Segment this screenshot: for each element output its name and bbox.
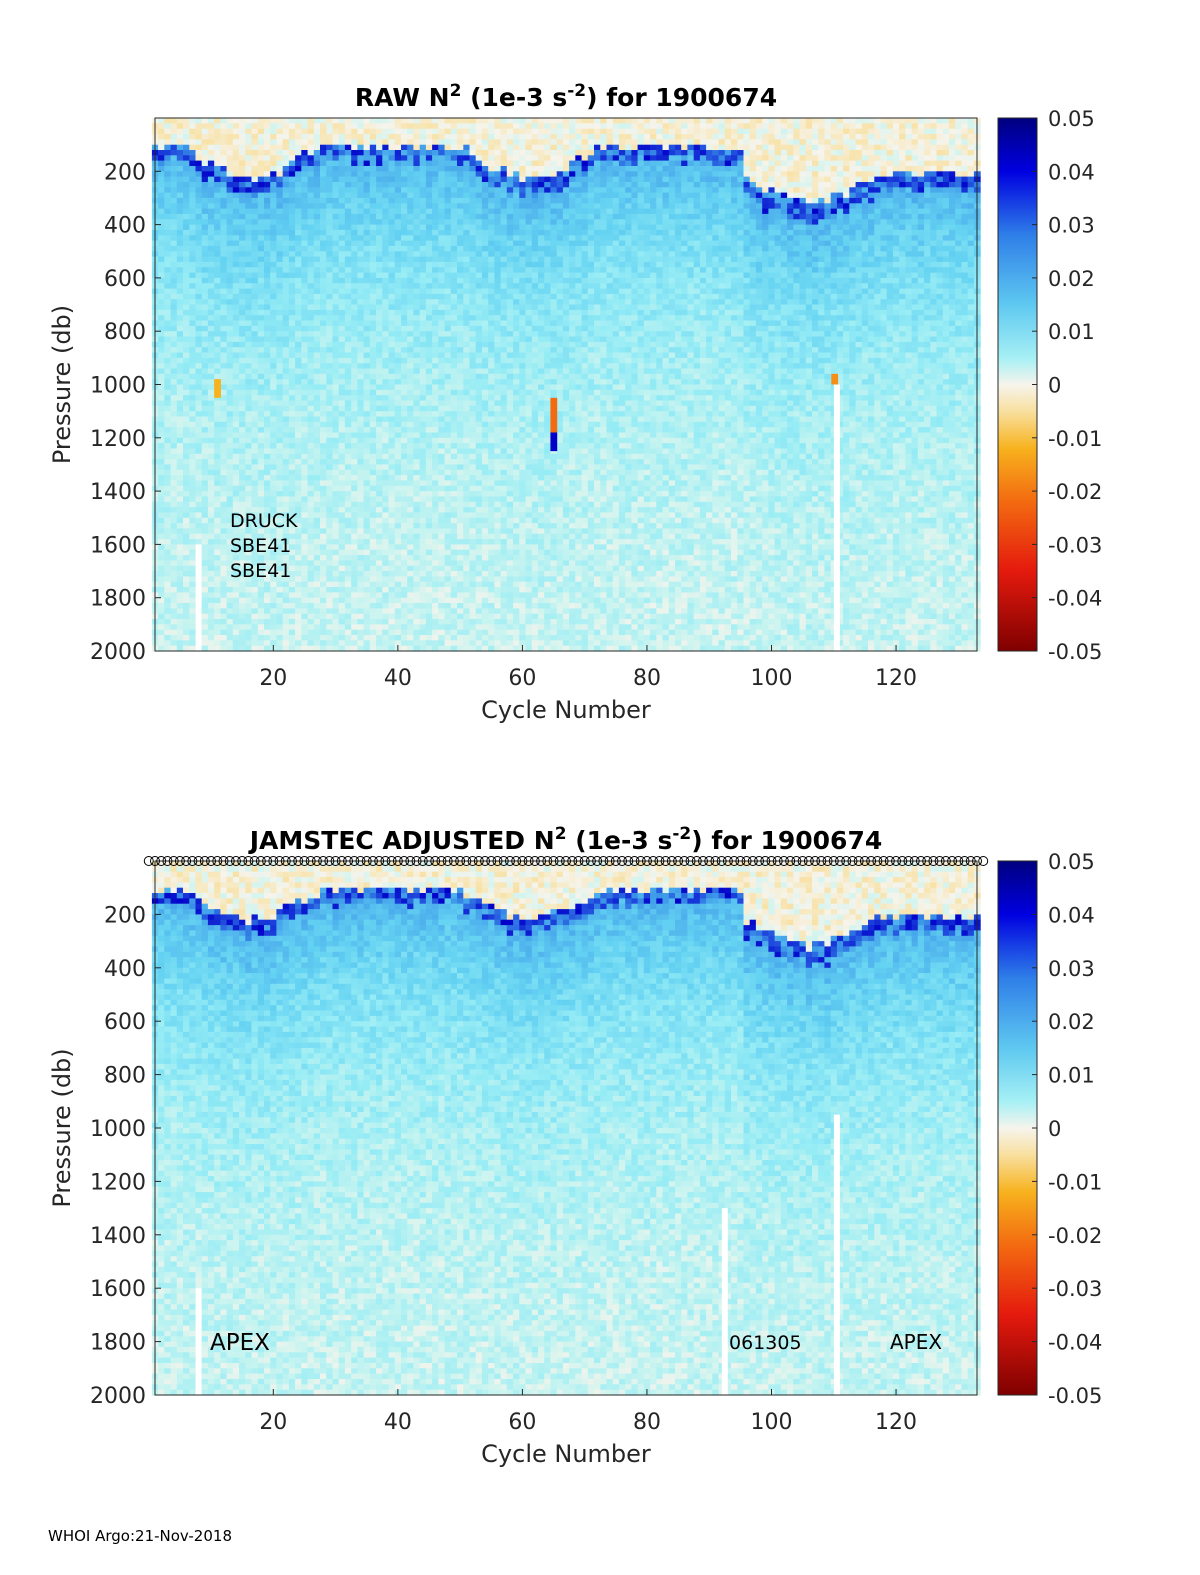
y-tick-label: 1000	[90, 1117, 146, 1142]
y-tick-label: 400	[104, 957, 146, 982]
x-tick-label: 120	[875, 1410, 917, 1435]
colorbar-tick-label: -0.01	[1048, 427, 1102, 451]
data-gap	[834, 1115, 840, 1395]
y-tick-label: 1800	[90, 1331, 146, 1356]
y-tick-label: 200	[104, 160, 146, 185]
y-tick-label: 800	[104, 320, 146, 345]
x-tick-label: 40	[384, 1410, 412, 1435]
y-tick-label: 600	[104, 1010, 146, 1035]
colorbar-tick-label: 0.05	[1048, 850, 1095, 874]
colorbar-tick-label: 0.01	[1048, 1064, 1095, 1088]
colorbar-tick-label: 0	[1048, 374, 1061, 398]
x-tick-label: 100	[751, 666, 793, 691]
float-annotation: APEX	[210, 1330, 270, 1356]
x-tick-label: 80	[633, 1410, 661, 1435]
colorbar-tick-label: 0.05	[1048, 107, 1095, 131]
y-tick-label: 1600	[90, 533, 146, 558]
heatmap-cells	[152, 861, 981, 1396]
x-tick-label: 120	[875, 666, 917, 691]
colorbar: 0.05 0.04 0.03 0.02 0.01 0 -0.01 -0.02 -0.03 -0.0…	[998, 850, 1102, 1408]
colorbar-tick-label: 0.04	[1048, 903, 1095, 927]
colorbar-tick-label: 0.02	[1048, 1010, 1095, 1034]
data-gap	[196, 1288, 202, 1395]
colorbar-gradient	[998, 118, 1037, 651]
colorbar-tick-label: -0.01	[1048, 1170, 1102, 1194]
colorbar-gradient	[998, 861, 1037, 1395]
x-axis-label: Cycle Number	[481, 696, 651, 724]
y-tick-label: 600	[104, 267, 146, 292]
x-tick-label: 20	[259, 1410, 287, 1435]
colorbar-tick-label: 0.03	[1048, 214, 1095, 238]
y-axis-label: Pressure (db)	[48, 1048, 76, 1207]
colorbar-tick-label: -0.04	[1048, 1331, 1102, 1355]
colorbar-tick-label: -0.02	[1048, 480, 1102, 504]
colorbar-tick-label: -0.05	[1048, 640, 1102, 664]
y-tick-label: 1600	[90, 1277, 146, 1302]
x-tick-label: 60	[508, 1410, 536, 1435]
colorbar-tick-label: -0.02	[1048, 1224, 1102, 1248]
chart-title: JAMSTEC ADJUSTED N2 (1e-3 s-2) for 19006…	[248, 824, 883, 855]
y-tick-label: 2000	[90, 640, 146, 665]
y-tick-label: 1800	[90, 587, 146, 612]
sensor-annotation: SBE41	[230, 560, 291, 582]
y-tick-label: 200	[104, 903, 146, 928]
float-annotation: 061305	[729, 1332, 802, 1354]
y-tick-label: 1200	[90, 427, 146, 452]
colorbar-tick-label: -0.04	[1048, 587, 1102, 611]
footer-credit: WHOI Argo:21-Nov-2018	[48, 1527, 232, 1545]
chart-title: RAW N2 (1e-3 s-2) for 1900674	[355, 81, 777, 112]
data-gap	[834, 385, 840, 652]
colorbar-tick-label: -0.05	[1048, 1384, 1102, 1408]
colorbar-tick-label: -0.03	[1048, 1277, 1102, 1301]
x-tick-label: 100	[751, 1410, 793, 1435]
colorbar-tick-label: 0.01	[1048, 320, 1095, 344]
colorbar-tick-label: 0.04	[1048, 160, 1095, 184]
y-tick-label: 1400	[90, 480, 146, 505]
data-gap	[196, 544, 202, 651]
float-annotation: APEX	[890, 1330, 942, 1354]
y-tick-label: 2000	[90, 1384, 146, 1409]
colorbar-tick-label: -0.03	[1048, 533, 1102, 557]
x-axis-label: Cycle Number	[481, 1440, 651, 1468]
colorbar: 0.05 0.04 0.03 0.02 0.01 0 -0.01 -0.02 -0.03 -0.0…	[998, 107, 1102, 664]
y-tick-label: 800	[104, 1064, 146, 1089]
x-tick-label: 40	[384, 666, 412, 691]
y-tick-label: 1200	[90, 1170, 146, 1195]
sensor-annotation: SBE41	[230, 535, 291, 557]
y-tick-label: 1400	[90, 1224, 146, 1249]
y-axis-label: Pressure (db)	[48, 305, 76, 464]
sensor-annotation: DRUCK	[230, 510, 298, 532]
x-tick-label: 60	[508, 666, 536, 691]
colorbar-tick-label: 0.03	[1048, 957, 1095, 981]
x-tick-label: 80	[633, 666, 661, 691]
colorbar-tick-label: 0	[1048, 1117, 1061, 1141]
colorbar-tick-label: 0.02	[1048, 267, 1095, 291]
y-tick-label: 1000	[90, 374, 146, 399]
y-tick-label: 400	[104, 214, 146, 239]
x-tick-label: 20	[259, 666, 287, 691]
data-gap	[722, 1208, 728, 1395]
